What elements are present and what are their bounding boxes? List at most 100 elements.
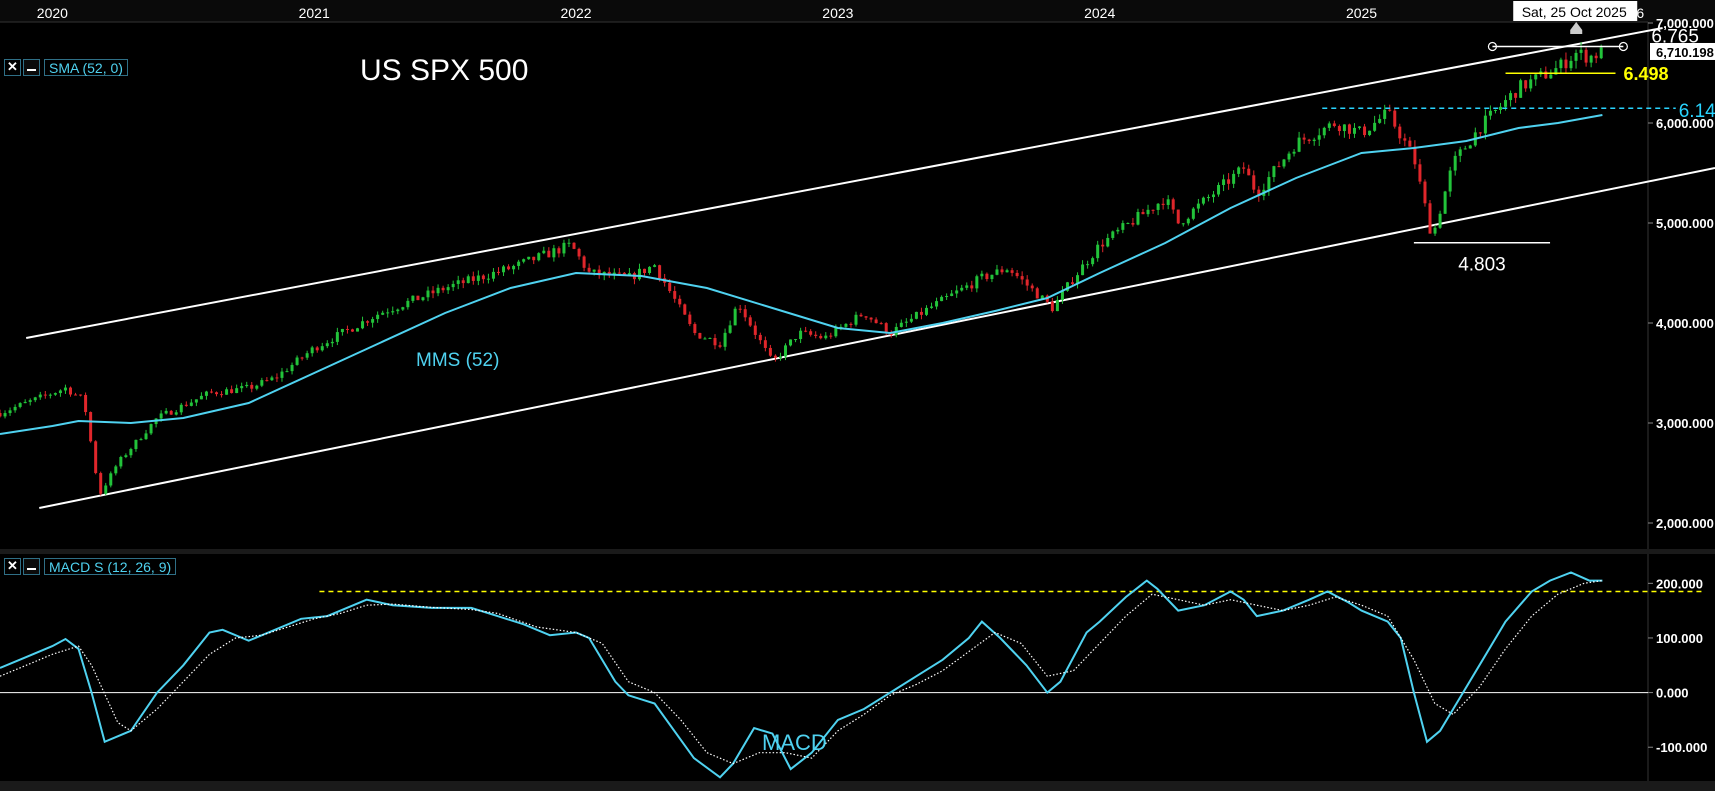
candle-body xyxy=(1383,109,1387,119)
candle-body xyxy=(1106,237,1110,247)
time-axis-label: 2025 xyxy=(1346,5,1377,21)
candle-body xyxy=(718,345,722,347)
candle-body xyxy=(74,394,78,396)
candle-body xyxy=(919,311,923,315)
candle-body xyxy=(114,466,118,474)
candle-body xyxy=(1081,264,1085,276)
candle-body xyxy=(899,322,903,327)
candle-body xyxy=(995,269,999,275)
macd-tick-label: 0.000 xyxy=(1656,686,1689,701)
candle-body xyxy=(1458,149,1462,156)
candle-body xyxy=(1267,177,1271,190)
candle-body xyxy=(1101,244,1105,247)
candle-body xyxy=(1277,166,1281,168)
upper-channel-line xyxy=(25,27,1663,339)
candle-body xyxy=(789,339,793,346)
cursor-date-label: Sat, 25 Oct 2025 xyxy=(1522,4,1627,20)
candle-body xyxy=(1363,126,1367,136)
candle-body xyxy=(1403,138,1407,141)
candle-body xyxy=(43,394,47,396)
candle-body xyxy=(1347,124,1351,134)
candle-body xyxy=(436,287,440,294)
candle-body xyxy=(592,269,596,272)
candle-body xyxy=(79,394,83,396)
candle-body xyxy=(1368,130,1372,136)
candle-body xyxy=(879,323,883,325)
candle-body xyxy=(1287,153,1291,160)
candle-body xyxy=(290,364,294,372)
candle-body xyxy=(134,439,138,450)
close-icon[interactable]: ✕ xyxy=(4,557,21,575)
candle-body xyxy=(738,308,742,310)
candle-body xyxy=(350,329,354,332)
candle-body xyxy=(975,276,979,289)
candle-body xyxy=(94,441,98,474)
candle-body xyxy=(1237,167,1241,174)
close-icon[interactable]: ✕ xyxy=(4,58,21,76)
candle-body xyxy=(904,321,908,323)
candle-body xyxy=(1594,55,1598,59)
candle-body xyxy=(990,274,994,280)
candle-body xyxy=(1252,175,1256,190)
candle-body xyxy=(1111,231,1115,238)
candle-body xyxy=(149,424,153,434)
level-label: 4.803 xyxy=(1458,255,1506,276)
candle-body xyxy=(476,275,480,281)
candle-body xyxy=(461,280,465,284)
candle-body xyxy=(300,357,304,359)
candle-body xyxy=(330,341,334,344)
sma-legend-label[interactable]: SMA (52, 0) xyxy=(44,58,128,76)
level-label: 6.765 xyxy=(1651,27,1699,48)
candle-body xyxy=(552,248,556,258)
candle-body xyxy=(743,309,747,318)
candle-body xyxy=(824,335,828,339)
candle-body xyxy=(1564,59,1568,69)
candle-body xyxy=(1504,100,1508,107)
candle-body xyxy=(562,242,566,254)
candle-body xyxy=(1448,170,1452,192)
candle-body xyxy=(1337,126,1341,132)
cursor-date-box xyxy=(1513,1,1638,21)
candle-body xyxy=(1055,299,1059,312)
candle-body xyxy=(18,403,22,407)
candle-body xyxy=(587,267,591,272)
candle-body xyxy=(859,314,863,317)
candle-body xyxy=(466,276,470,284)
candle-body xyxy=(270,377,274,381)
macd-legend-label[interactable]: MACD S (12, 26, 9) xyxy=(44,557,177,575)
candle-body xyxy=(658,265,662,279)
level-handle-icon xyxy=(1618,41,1628,52)
candle-body xyxy=(1141,212,1145,215)
minimize-icon[interactable] xyxy=(23,557,40,575)
candle-body xyxy=(245,384,249,387)
candle-body xyxy=(68,387,72,395)
candle-body xyxy=(768,347,772,356)
candle-body xyxy=(1478,132,1482,134)
candle-body xyxy=(1242,167,1246,169)
candle-body xyxy=(794,339,798,341)
candle-body xyxy=(1302,137,1306,140)
candles-group xyxy=(0,42,1603,496)
candle-body xyxy=(854,314,858,325)
candle-body xyxy=(58,390,62,394)
candle-body xyxy=(1393,110,1397,127)
candle-body xyxy=(441,287,445,291)
candle-body xyxy=(1126,222,1130,224)
bottom-scrollbar xyxy=(0,781,1715,791)
candle-body xyxy=(945,295,949,297)
candle-body xyxy=(1257,189,1261,196)
candle-body xyxy=(1423,181,1427,204)
candle-body xyxy=(849,323,853,325)
candle-body xyxy=(1378,118,1382,123)
candle-body xyxy=(668,282,672,292)
candle-body xyxy=(1493,109,1497,111)
candle-body xyxy=(199,395,203,400)
candle-body xyxy=(1146,209,1150,215)
candle-body xyxy=(723,332,727,347)
candle-body xyxy=(53,393,57,395)
candle-body xyxy=(169,410,173,415)
candle-body xyxy=(13,406,17,411)
minimize-icon[interactable] xyxy=(23,58,40,76)
candle-body xyxy=(1010,270,1014,273)
